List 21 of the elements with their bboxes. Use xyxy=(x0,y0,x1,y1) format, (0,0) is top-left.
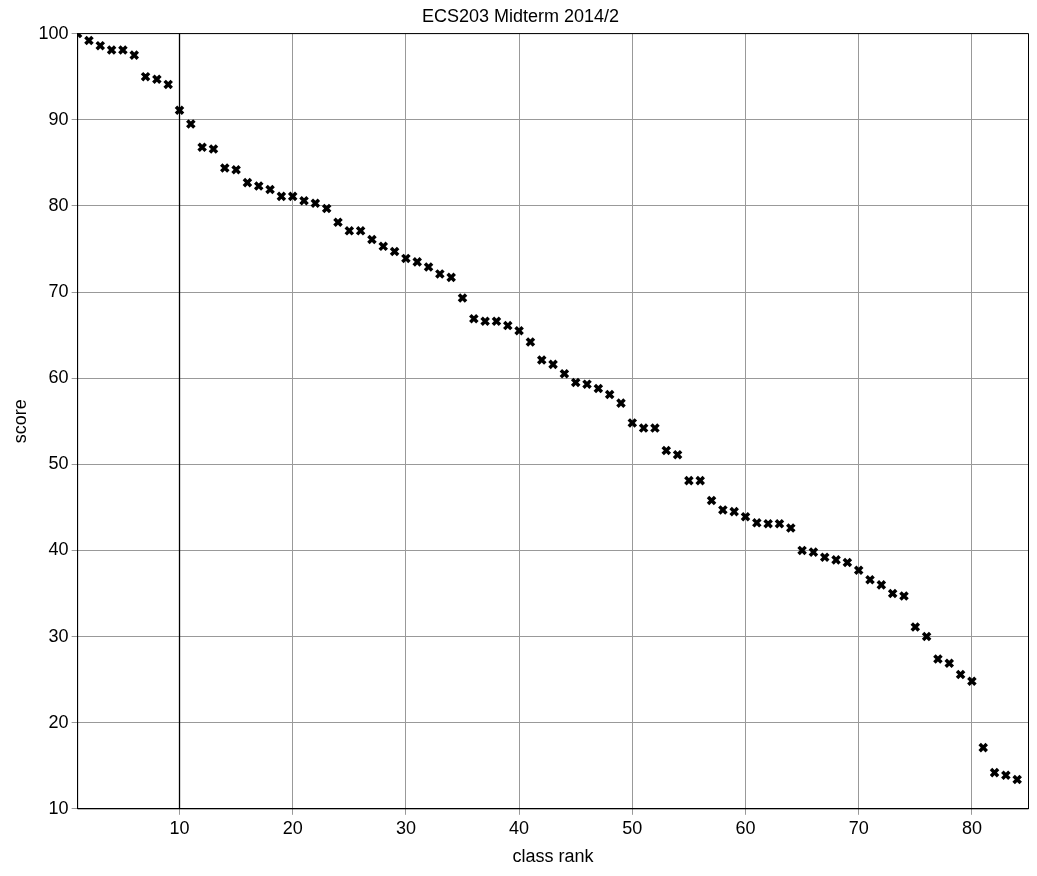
y-tick-label: 90 xyxy=(48,108,69,129)
x-tick-label: 50 xyxy=(622,817,643,838)
x-tick-label: 40 xyxy=(509,817,530,838)
y-tick-label: 30 xyxy=(48,625,69,646)
y-tick-label: 20 xyxy=(48,711,69,732)
y-tick-label: 10 xyxy=(48,797,69,818)
x-axis-title: class rank xyxy=(512,846,595,867)
x-tick-label: 80 xyxy=(961,817,982,838)
x-tick-label: 60 xyxy=(735,817,756,838)
y-tick-label: 70 xyxy=(48,280,69,301)
chart-title: ECS203 Midterm 2014/2 xyxy=(421,5,620,26)
y-tick-label: 50 xyxy=(48,453,69,474)
x-tick-label: 20 xyxy=(282,817,303,838)
y-axis-title: score xyxy=(9,399,30,444)
x-tick-label: 30 xyxy=(395,817,416,838)
x-tick-label: 70 xyxy=(848,817,869,838)
y-tick-label: 60 xyxy=(48,367,69,388)
x-tick-label: 10 xyxy=(169,817,190,838)
y-tick-label: 80 xyxy=(48,194,69,215)
y-tick-label: 40 xyxy=(48,539,69,560)
y-tick-label: 100 xyxy=(38,22,69,43)
